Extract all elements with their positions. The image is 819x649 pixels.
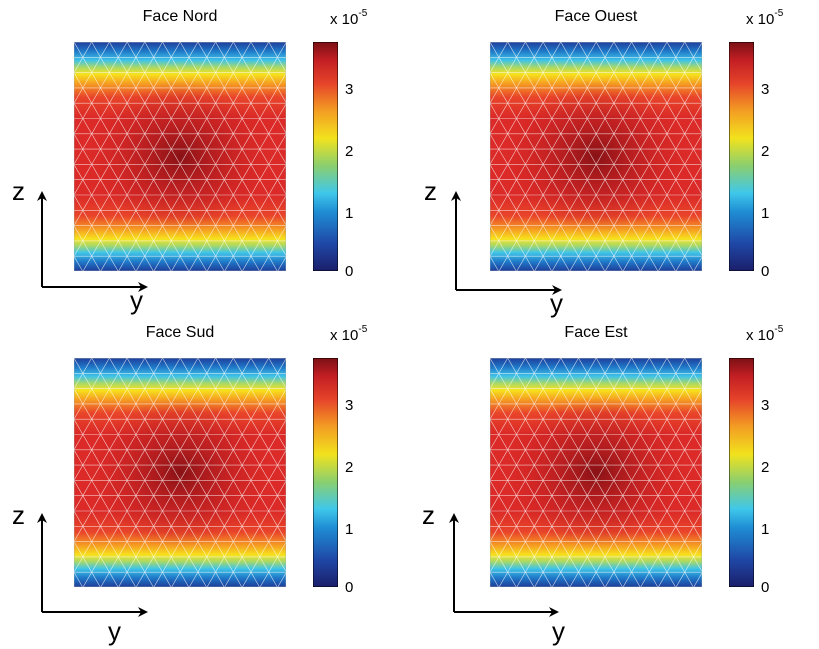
colorbar-tick-label: 3 (761, 397, 770, 414)
panel-title: Face Sud (145, 324, 215, 341)
colorbar (729, 42, 754, 271)
colorbar-tick-label: 3 (761, 81, 770, 98)
colorbar (313, 358, 338, 587)
mesh-overlay (490, 358, 702, 587)
colorbar-exponent: x 10-5 (746, 8, 784, 28)
colorbar-tick-label: 3 (345, 397, 354, 414)
colorbar-tick-label: 1 (761, 521, 770, 538)
z-axis-label: z (422, 500, 435, 530)
panel-face-est: Face Est x 10-5 3 2 1 0 z y (416, 316, 816, 644)
panel-title: Face Nord (142, 8, 218, 25)
colorbar-tick-label: 2 (761, 143, 770, 160)
colorbar-tick-label: 0 (761, 579, 770, 596)
colorbar-tick-label: 0 (761, 263, 770, 280)
panel-face-sud: Face Sud x 10-5 3 2 1 0 z y (0, 316, 400, 644)
z-axis-label: z (12, 500, 25, 530)
colorbar-exponent: x 10-5 (330, 8, 368, 28)
colorbar (729, 358, 754, 587)
colorbar-tick-label: 1 (345, 521, 354, 538)
colorbar-tick-label: 0 (345, 579, 354, 596)
axis-arrows (37, 191, 148, 292)
colorbar-tick-label: 1 (761, 205, 770, 222)
z-axis-label: z (12, 176, 25, 206)
colorbar-tick-label: 0 (345, 263, 354, 280)
axis-arrows (451, 191, 562, 295)
axis-arrows (37, 513, 148, 617)
y-axis-label: y (130, 285, 143, 315)
y-axis-label: y (552, 616, 565, 646)
heatmap (490, 358, 702, 587)
colorbar-exponent: x 10-5 (330, 324, 368, 344)
colorbar-tick-label: 3 (345, 81, 354, 98)
panel-title: Face Ouest (554, 8, 638, 25)
colorbar-tick-label: 1 (345, 205, 354, 222)
colorbar (313, 42, 338, 271)
mesh-overlay (74, 42, 286, 271)
heatmap (74, 358, 286, 587)
colorbar-tick-label: 2 (345, 459, 354, 476)
mesh-overlay (74, 358, 286, 587)
panel-face-ouest: Face Ouest x 10-5 3 2 1 0 z y (416, 0, 816, 320)
colorbar-exponent: x 10-5 (746, 324, 784, 344)
panel-face-nord: Face Nord x 10-5 3 2 1 0 z y (0, 0, 400, 320)
panel-title: Face Est (564, 324, 628, 341)
heatmap (74, 42, 286, 271)
y-axis-label: y (550, 288, 563, 318)
mesh-overlay (490, 42, 702, 271)
axis-arrows (449, 513, 559, 617)
colorbar-tick-label: 2 (345, 143, 354, 160)
y-axis-label: y (108, 616, 121, 646)
heatmap (490, 42, 702, 271)
z-axis-label: z (424, 176, 437, 206)
colorbar-tick-label: 2 (761, 459, 770, 476)
